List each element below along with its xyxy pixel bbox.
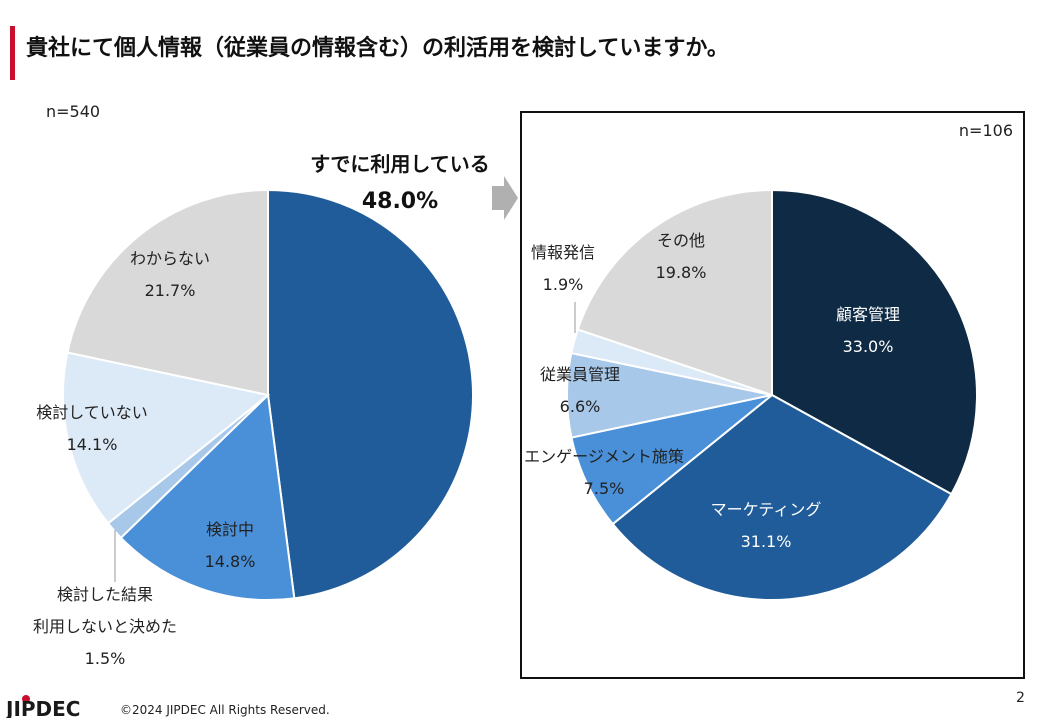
slice-label: 検討中 — [206, 520, 254, 539]
right-chart-n-label: n=106 — [958, 121, 1013, 140]
highlight-callout: すでに利用している 48.0% — [300, 148, 500, 214]
highlight-label: すでに利用している — [310, 152, 490, 176]
page-title: 貴社にて個人情報（従業員の情報含む）の利活用を検討していますか。 — [26, 36, 729, 61]
slice-label: 従業員管理 — [540, 365, 620, 384]
pie-slice — [66, 188, 269, 397]
arrow-right-icon — [492, 176, 518, 220]
pie-slice — [576, 188, 773, 397]
pie-slice — [611, 393, 953, 601]
slice-value-label: 21.7% — [145, 281, 196, 300]
svg-text:JIPDEC: JIPDEC — [6, 697, 80, 718]
slice-value-label: 6.6% — [560, 397, 601, 416]
slice-label: 顧客管理 — [836, 305, 900, 324]
left-chart-n-label: n=540 — [46, 102, 101, 121]
page-number: 2 — [1016, 690, 1025, 706]
copyright-text: ©2024 JIPDEC All Rights Reserved. — [120, 703, 330, 717]
slice-value-label: 1.9% — [543, 275, 584, 294]
slice-value-label: 14.8% — [205, 552, 256, 571]
highlight-value: 48.0% — [361, 189, 439, 214]
slice-label: 利用しないと決めた — [33, 617, 177, 636]
slice-value-label: 31.1% — [741, 532, 792, 551]
breakdown-frame: n=106 — [520, 111, 1025, 679]
slice-value-label: 1.5% — [85, 649, 126, 668]
pie-slice — [267, 188, 474, 600]
jipdec-logo: JIPDEC — [6, 695, 80, 718]
slice-label: 検討していない — [36, 403, 148, 422]
slice-label: わからない — [130, 249, 210, 268]
slice-label: エンゲージメント施策 — [524, 447, 684, 466]
title-accent-bar — [10, 26, 15, 80]
slice-label: 情報発信 — [531, 243, 595, 262]
pie-slice — [119, 392, 296, 601]
slice-label: 検討した結果 — [57, 585, 153, 604]
pie-slice — [771, 188, 978, 496]
slice-label: マーケティング — [711, 500, 822, 519]
slice-value-label: 19.8% — [656, 263, 707, 282]
pie-slice — [62, 351, 271, 525]
slice-value-label: 33.0% — [843, 337, 894, 356]
slice-value-label: 14.1% — [67, 435, 118, 454]
slice-label: その他 — [657, 231, 705, 250]
slice-value-label: 7.5% — [584, 479, 625, 498]
